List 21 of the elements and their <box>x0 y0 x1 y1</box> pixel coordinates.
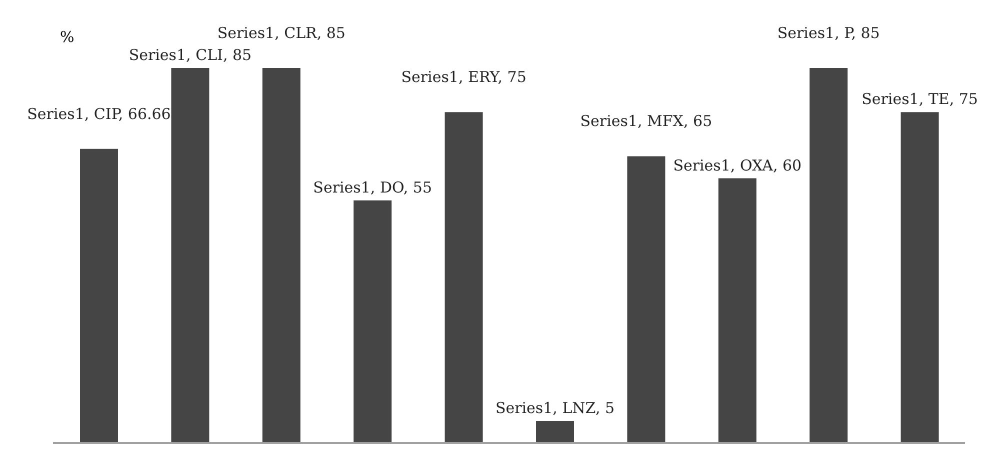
data-label: Series1, OXA, 60 <box>673 156 802 174</box>
data-label: Series1, CIP, 66.66 <box>27 104 171 123</box>
data-label: Series1, CLR, 85 <box>217 24 346 42</box>
data-label: Series1, TE, 75 <box>862 90 978 108</box>
bar <box>354 200 392 443</box>
data-label: Series1, MFX, 65 <box>580 112 712 130</box>
y-axis-title: % <box>60 28 74 46</box>
bar <box>627 156 666 443</box>
bar <box>718 178 756 443</box>
bar <box>262 68 300 443</box>
data-label: Series1, P, 85 <box>777 24 880 42</box>
data-label: Series1, CLI, 85 <box>128 46 252 64</box>
data-label: Series1, ERY, 75 <box>401 68 526 86</box>
bar <box>444 112 483 443</box>
data-label: Series1, LNZ, 5 <box>495 398 615 417</box>
bar <box>171 68 210 443</box>
bar <box>900 112 939 443</box>
bar <box>536 420 574 443</box>
data-label: Series1, DO, 55 <box>313 178 432 196</box>
bar <box>810 68 848 443</box>
bar <box>80 148 118 443</box>
